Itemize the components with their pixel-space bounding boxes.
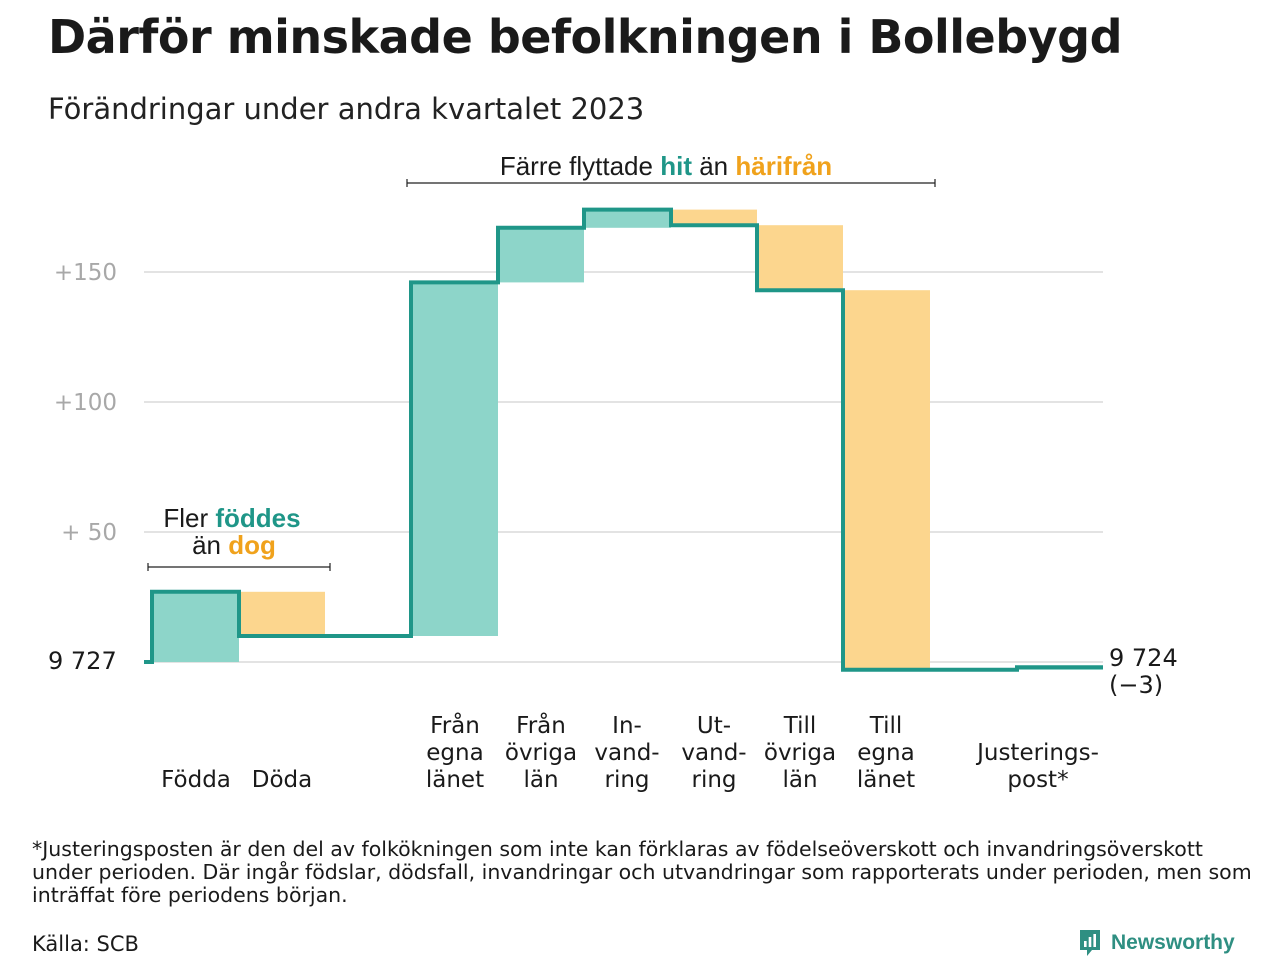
bars bbox=[152, 209, 1103, 670]
bar-step bbox=[498, 227, 584, 283]
category-label: Döda bbox=[252, 767, 312, 793]
category-label: län bbox=[782, 767, 817, 793]
category-label: län bbox=[523, 767, 558, 793]
chart-subtitle: Förändringar under andra kvartalet 2023 bbox=[48, 92, 645, 126]
grid-lines bbox=[144, 271, 1103, 663]
category-label: länet bbox=[426, 767, 484, 793]
bar-step bbox=[671, 209, 757, 226]
category-label: länet bbox=[857, 767, 915, 793]
y-tick-label: + 50 bbox=[61, 520, 117, 546]
bar-step bbox=[843, 290, 930, 670]
moves-annotation: Färre flyttade hit än härifrån bbox=[500, 151, 832, 181]
footnote: *Justeringsposten är den del av folkökni… bbox=[32, 837, 1252, 907]
end-change-label: (−3) bbox=[1109, 671, 1163, 699]
category-label: vand- bbox=[594, 740, 659, 766]
y-tick-label: +100 bbox=[54, 390, 117, 416]
running-total-path bbox=[144, 207, 1103, 672]
annotations: Fler föddes än dog Färre flyttade hit än… bbox=[147, 151, 936, 571]
category-label: Till bbox=[869, 713, 903, 739]
category-label: post* bbox=[1007, 767, 1068, 793]
category-label: Från bbox=[430, 711, 480, 739]
brand-name: Newsworthy bbox=[1111, 931, 1235, 954]
category-label: Justerings- bbox=[975, 740, 1099, 766]
bar-step bbox=[411, 282, 498, 636]
running-total-line bbox=[144, 207, 1103, 672]
chart-title: Därför minskade befolkningen i Bollebygd bbox=[48, 10, 1123, 64]
births-annotation-line1: Fler föddes bbox=[163, 503, 300, 533]
bar-step bbox=[757, 225, 843, 291]
category-label: vand- bbox=[681, 740, 746, 766]
bar-step bbox=[152, 591, 239, 662]
newsworthy-logo-icon bbox=[1080, 930, 1100, 956]
category-label: Födda bbox=[161, 767, 231, 793]
category-label: egna bbox=[857, 740, 914, 766]
end-value-label: 9 724 bbox=[1109, 644, 1178, 672]
y-axis-ticks: + 50 +100 +150 bbox=[54, 260, 117, 546]
baseline-value-label: 9 727 bbox=[48, 647, 117, 675]
category-labels: Födda DödaFrånegnalänetFrånövrigalänIn-va… bbox=[161, 711, 1099, 793]
category-label: ring bbox=[691, 767, 736, 793]
category-label: övriga bbox=[505, 740, 577, 766]
births-annotation-line2: än dog bbox=[192, 530, 276, 560]
category-label: Till bbox=[783, 713, 817, 739]
category-label: egna bbox=[426, 740, 483, 766]
waterfall-chart: + 50+100+150 Födda DödaFrånegnalänetFrånö… bbox=[48, 151, 1178, 793]
bar-step bbox=[584, 209, 671, 228]
y-tick-label: +150 bbox=[54, 260, 117, 286]
newsworthy-logo: Newsworthy bbox=[1078, 928, 1235, 958]
source-label: Källa: SCB bbox=[32, 932, 139, 956]
category-label: ring bbox=[604, 767, 649, 793]
category-label: övriga bbox=[764, 740, 836, 766]
bar-step bbox=[239, 591, 325, 636]
category-label: In- bbox=[612, 713, 642, 739]
category-label: Ut- bbox=[697, 713, 731, 739]
category-label: Från bbox=[516, 711, 566, 739]
